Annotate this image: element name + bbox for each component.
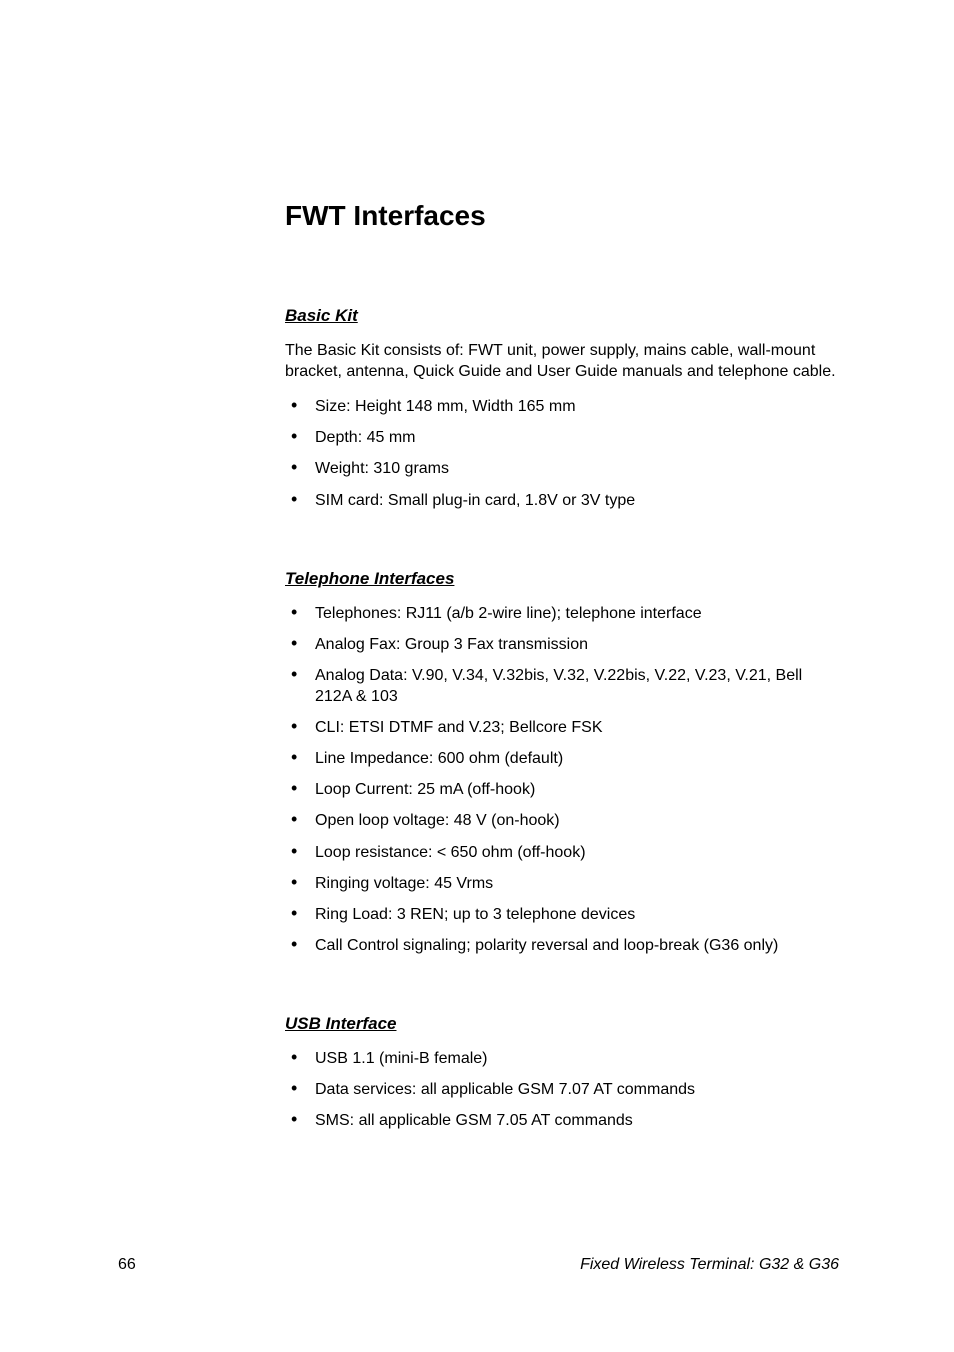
list-item: Call Control signaling; polarity reversa…: [285, 935, 839, 956]
page-title: FWT Interfaces: [285, 200, 839, 232]
list-item: Line Impedance: 600 ohm (default): [285, 748, 839, 769]
page-container: FWT Interfaces Basic Kit The Basic Kit c…: [0, 0, 954, 1352]
list-item: Open loop voltage: 48 V (on-hook): [285, 810, 839, 831]
list-item: SIM card: Small plug-in card, 1.8V or 3V…: [285, 490, 839, 511]
list-item: Size: Height 148 mm, Width 165 mm: [285, 396, 839, 417]
list-item: Analog Fax: Group 3 Fax transmission: [285, 634, 839, 655]
list-item: Telephones: RJ11 (a/b 2-wire line); tele…: [285, 603, 839, 624]
list-item: Loop resistance: < 650 ohm (off-hook): [285, 842, 839, 863]
usb-list: USB 1.1 (mini-B female) Data services: a…: [285, 1048, 839, 1131]
footer-doc-title: Fixed Wireless Terminal: G32 & G36: [580, 1256, 839, 1274]
list-item: Loop Current: 25 mA (off-hook): [285, 779, 839, 800]
basic-kit-list: Size: Height 148 mm, Width 165 mm Depth:…: [285, 396, 839, 510]
basic-kit-intro: The Basic Kit consists of: FWT unit, pow…: [285, 340, 839, 382]
list-item: Weight: 310 grams: [285, 458, 839, 479]
list-item: Data services: all applicable GSM 7.07 A…: [285, 1079, 839, 1100]
list-item: Ringing voltage: 45 Vrms: [285, 873, 839, 894]
section-heading-usb: USB Interface: [285, 1014, 839, 1034]
list-item: USB 1.1 (mini-B female): [285, 1048, 839, 1069]
list-item: Ring Load: 3 REN; up to 3 telephone devi…: [285, 904, 839, 925]
section-heading-telephone: Telephone Interfaces: [285, 569, 839, 589]
page-number: 66: [118, 1256, 136, 1274]
list-item: CLI: ETSI DTMF and V.23; Bellcore FSK: [285, 717, 839, 738]
list-item: SMS: all applicable GSM 7.05 AT commands: [285, 1110, 839, 1131]
telephone-list: Telephones: RJ11 (a/b 2-wire line); tele…: [285, 603, 839, 956]
list-item: Analog Data: V.90, V.34, V.32bis, V.32, …: [285, 665, 839, 707]
list-item: Depth: 45 mm: [285, 427, 839, 448]
section-heading-basic-kit: Basic Kit: [285, 306, 839, 326]
